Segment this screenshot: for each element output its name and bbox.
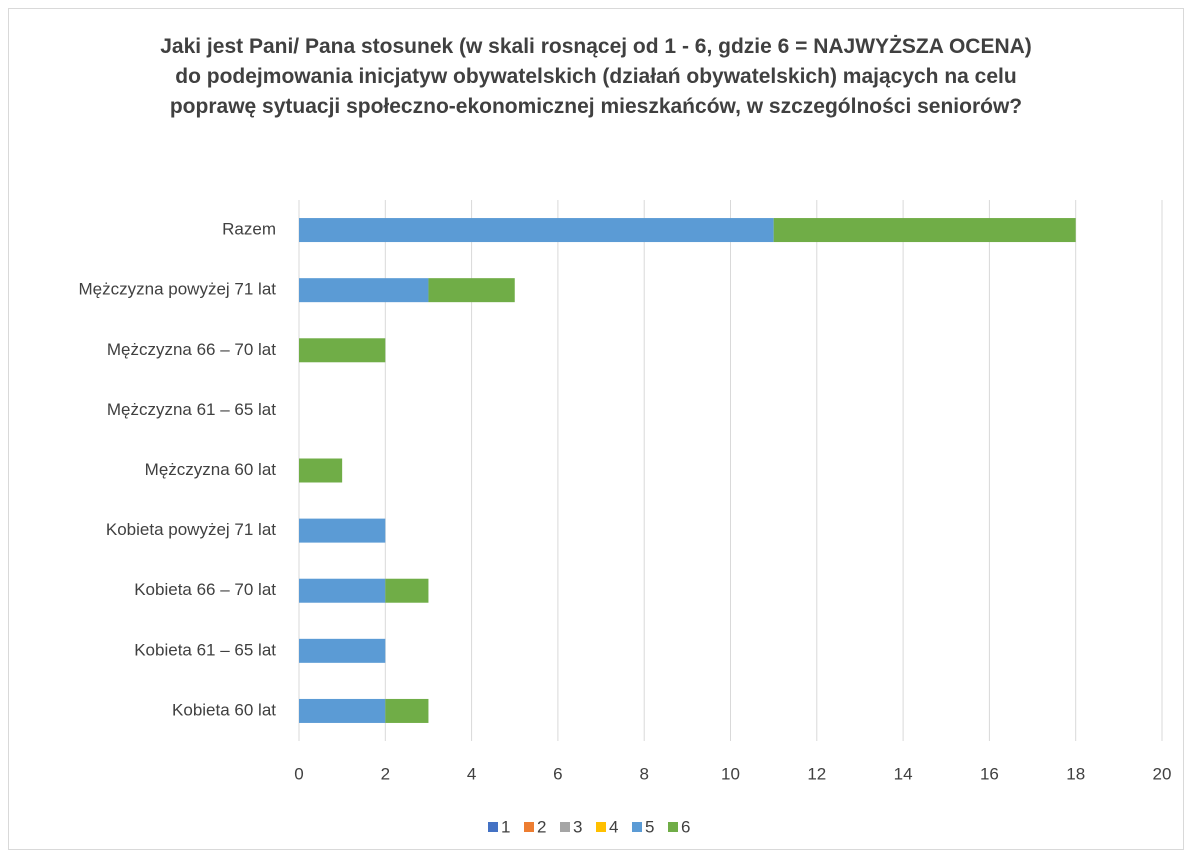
bar-segment bbox=[299, 698, 386, 723]
bar-segment bbox=[299, 578, 386, 603]
bar-segment bbox=[299, 638, 386, 663]
y-tick-label: Razem bbox=[222, 220, 276, 239]
x-tick-label: 2 bbox=[381, 764, 390, 783]
bar-segment bbox=[428, 278, 515, 303]
legend-swatch bbox=[524, 822, 534, 832]
bar-segment bbox=[385, 698, 429, 723]
y-tick-label: Mężczyzna 60 lat bbox=[145, 460, 277, 479]
chart-border bbox=[8, 8, 1184, 850]
legend-label: 4 bbox=[609, 817, 618, 836]
chart-title: Jaki jest Pani/ Pana stosunek (w skali r… bbox=[160, 35, 1032, 118]
legend-label: 5 bbox=[645, 817, 654, 836]
legend-swatch bbox=[668, 822, 678, 832]
x-tick-label: 18 bbox=[1066, 764, 1085, 783]
legend-label: 1 bbox=[501, 817, 510, 836]
bar-segment bbox=[385, 578, 429, 603]
x-tick-label: 8 bbox=[639, 764, 648, 783]
y-tick-label: Kobieta powyżej 71 lat bbox=[106, 520, 276, 539]
x-tick-label: 6 bbox=[553, 764, 562, 783]
legend-label: 3 bbox=[573, 817, 582, 836]
x-tick-label: 14 bbox=[894, 764, 913, 783]
bar-segment bbox=[299, 518, 386, 543]
legend-label: 6 bbox=[681, 817, 690, 836]
x-tick-label: 16 bbox=[980, 764, 999, 783]
x-tick-label: 12 bbox=[807, 764, 826, 783]
x-tick-label: 10 bbox=[721, 764, 740, 783]
bar-segment bbox=[299, 338, 386, 363]
legend-swatch bbox=[596, 822, 606, 832]
legend-label: 2 bbox=[537, 817, 546, 836]
y-tick-label: Mężczyzna 61 – 65 lat bbox=[107, 400, 276, 419]
bar-segment bbox=[299, 278, 429, 303]
x-tick-label: 4 bbox=[467, 764, 476, 783]
y-tick-label: Kobieta 61 – 65 lat bbox=[134, 640, 276, 659]
x-tick-label: 0 bbox=[294, 764, 303, 783]
bar-segment bbox=[299, 218, 774, 243]
y-tick-label: Mężczyzna powyżej 71 lat bbox=[79, 280, 277, 299]
legend-swatch bbox=[488, 822, 498, 832]
y-tick-label: Kobieta 66 – 70 lat bbox=[134, 580, 276, 599]
bar-segment bbox=[299, 458, 343, 483]
legend-swatch bbox=[632, 822, 642, 832]
y-tick-label: Mężczyzna 66 – 70 lat bbox=[107, 340, 276, 359]
x-tick-label: 20 bbox=[1153, 764, 1172, 783]
y-tick-label: Kobieta 60 lat bbox=[172, 700, 276, 719]
legend-swatch bbox=[560, 822, 570, 832]
bar-segment bbox=[773, 218, 1076, 243]
